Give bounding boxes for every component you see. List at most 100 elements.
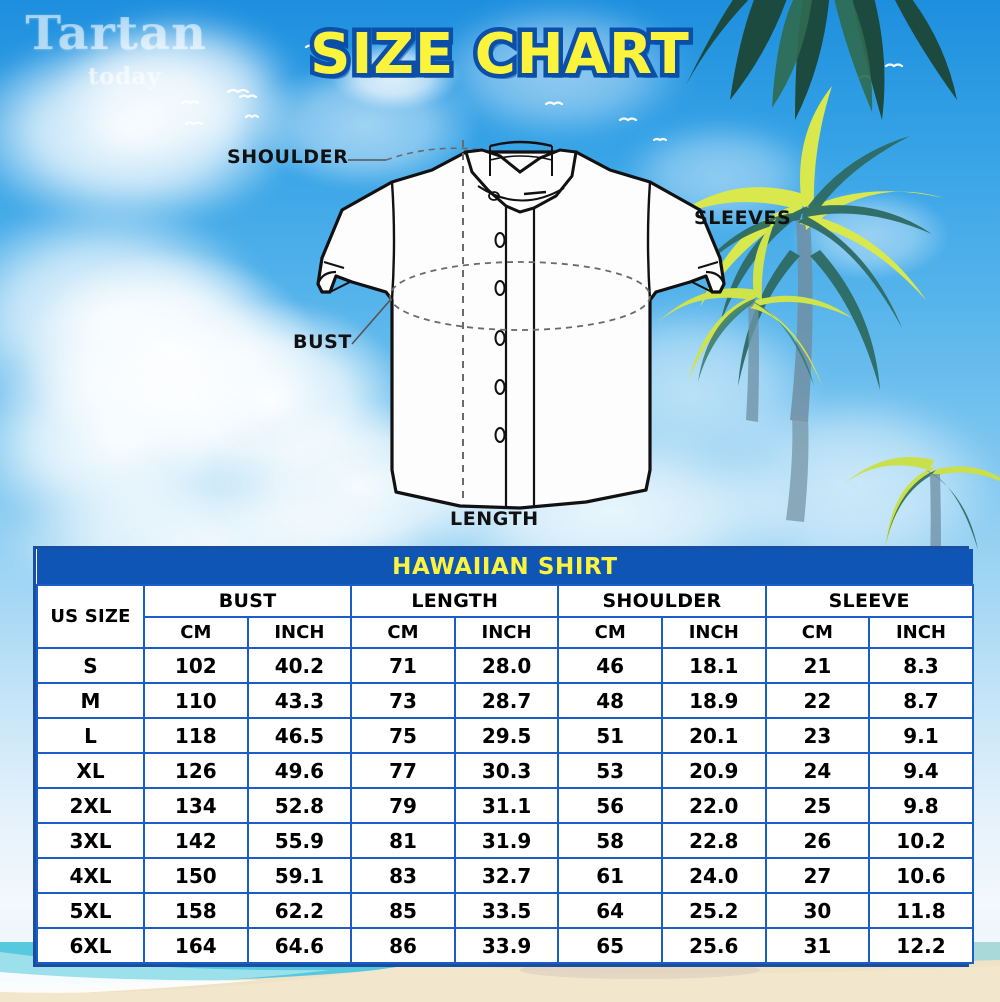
cell-size: 2XL [36,787,145,824]
cell-sleeve-cm: 23 [764,717,871,754]
cell-sleeve-in: 8.3 [868,647,974,684]
cell-bust-cm: 102 [143,647,249,684]
length-inch-header: INCH [453,616,560,649]
page-title: SIZE CHART [306,18,694,92]
cell-length-cm: 75 [350,717,456,754]
group-header-row: US SIZE BUST LENGTH SHOULDER SLEEVE [36,584,974,649]
cell-bust-in: 59.1 [246,857,353,894]
table-row: M 110 43.3 73 28.7 48 18.9 22 8.7 [36,682,974,719]
table-row: 2XL 134 52.8 79 31.1 56 22.0 25 9.8 [36,787,974,824]
cell-bust-in: 62.2 [246,892,353,929]
cell-sleeve-cm: 27 [764,857,871,894]
cell-bust-cm: 150 [143,857,249,894]
cell-size: S [36,647,145,684]
cell-length-cm: 85 [350,892,456,929]
bust-group-header: BUST [142,584,353,618]
cell-shoulder-cm: 56 [557,787,663,824]
shirt-diagram: SHOULDER SLEEVES BUST LENGTH [227,140,792,530]
cell-sleeve-in: 8.7 [868,682,974,719]
size-table-body: S 102 40.2 71 28.0 46 18.1 21 8.3 M 110 43.3 73 28.7 4… [36,647,974,964]
cell-bust-in: 55.9 [246,822,353,859]
cell-length-cm: 83 [350,857,456,894]
cell-shoulder-cm: 48 [557,682,663,719]
cell-sleeve-cm: 22 [764,682,871,719]
bust-cm-header: CM [143,616,249,649]
shirt-illustration [316,140,726,510]
cell-bust-in: 40.2 [246,647,353,684]
shoulder-group-header: SHOULDER [557,584,767,618]
cell-sleeve-in: 9.1 [868,717,974,754]
size-table: HAWAIIAN SHIRT US SIZE BUST LENGTH SHOUL… [36,549,974,964]
cell-bust-in: 64.6 [246,927,353,964]
cell-length-in: 33.9 [453,927,560,964]
table-title: HAWAIIAN SHIRT [37,549,973,586]
cell-length-cm: 81 [350,822,456,859]
bust-measure-ellipse [389,261,651,331]
cell-sleeve-in: 9.4 [868,752,974,789]
size-table-container: HAWAIIAN SHIRT US SIZE BUST LENGTH SHOUL… [33,546,974,967]
shirt-buttons [494,232,506,443]
cell-size: 4XL [36,857,145,894]
table-title-row: HAWAIIAN SHIRT [37,549,973,586]
table-row: XL 126 49.6 77 30.3 53 20.9 24 9.4 [36,752,974,789]
unit-header-row: CM INCH CM INCH CM INCH CM INCH [37,616,974,649]
cell-length-in: 29.5 [453,717,560,754]
cell-size: XL [36,752,145,789]
shoulder-inch-header: INCH [660,616,767,649]
cell-shoulder-in: 24.0 [660,857,767,894]
sleeve-group-header: SLEEVE [764,584,974,618]
cell-length-in: 32.7 [453,857,560,894]
cell-length-in: 30.3 [453,752,560,789]
shirt-body [316,140,726,510]
cell-shoulder-cm: 46 [557,647,663,684]
bust-label: BUST [293,331,352,353]
cell-shoulder-cm: 65 [557,927,663,964]
cell-shoulder-cm: 58 [557,822,663,859]
sleeve-cm-header: CM [764,616,871,649]
cell-size: M [36,682,145,719]
cell-sleeve-in: 10.2 [868,822,974,859]
cell-shoulder-in: 22.0 [660,787,767,824]
cell-length-cm: 77 [350,752,456,789]
cell-bust-cm: 134 [143,787,249,824]
cell-shoulder-in: 25.6 [660,927,767,964]
cell-length-cm: 73 [350,682,456,719]
cell-shoulder-in: 20.9 [660,752,767,789]
sleeves-label: SLEEVES [694,207,792,229]
cell-shoulder-in: 20.1 [660,717,767,754]
cell-sleeve-cm: 24 [764,752,871,789]
table-row: S 102 40.2 71 28.0 46 18.1 21 8.3 [36,647,974,684]
cell-sleeve-cm: 25 [764,787,871,824]
cell-length-cm: 86 [350,927,456,964]
cell-bust-in: 43.3 [246,682,353,719]
cell-length-in: 31.1 [453,787,560,824]
table-row: 6XL 164 64.6 86 33.9 65 25.6 31 12.2 [36,927,974,964]
shoulder-label: SHOULDER [227,146,349,168]
sleeve-inch-header: INCH [868,616,974,649]
cell-shoulder-in: 25.2 [660,892,767,929]
table-row: L 118 46.5 75 29.5 51 20.1 23 9.1 [36,717,974,754]
cell-shoulder-cm: 53 [557,752,663,789]
cell-sleeve-in: 9.8 [868,787,974,824]
table-row: 3XL 142 55.9 81 31.9 58 22.8 26 10.2 [36,822,974,859]
cell-bust-cm: 126 [143,752,249,789]
cell-sleeve-in: 11.8 [868,892,974,929]
cell-shoulder-cm: 51 [557,717,663,754]
cell-sleeve-cm: 21 [764,647,871,684]
length-cm-header: CM [350,616,456,649]
bust-leader-line [351,297,393,345]
cell-bust-cm: 110 [143,682,249,719]
cell-length-cm: 71 [350,647,456,684]
cell-sleeve-in: 10.6 [868,857,974,894]
cell-bust-cm: 158 [143,892,249,929]
cell-length-in: 28.7 [453,682,560,719]
size-table-head: HAWAIIAN SHIRT US SIZE BUST LENGTH SHOUL… [36,549,974,649]
cell-shoulder-in: 22.8 [660,822,767,859]
cell-length-in: 28.0 [453,647,560,684]
cell-size: L [36,717,145,754]
us-size-header: US SIZE [36,584,145,649]
length-group-header: LENGTH [350,584,560,618]
cell-size: 5XL [36,892,145,929]
cell-length-cm: 79 [350,787,456,824]
